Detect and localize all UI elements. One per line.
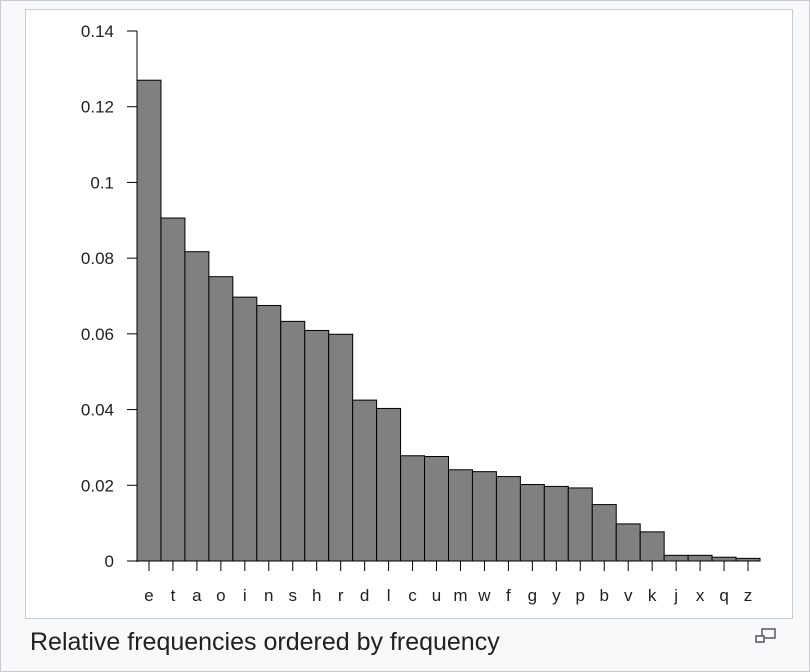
bar-i (232, 296, 258, 562)
x-tick-label-h: h (312, 586, 321, 605)
y-tick-label: 0.08 (81, 249, 114, 268)
bar-y (543, 485, 569, 562)
x-tick-label-b: b (600, 586, 609, 605)
x-tick-label-r: r (338, 586, 344, 605)
x-tick-label-p: p (576, 586, 585, 605)
bar-x (687, 554, 713, 562)
x-tick-label-z: z (744, 586, 753, 605)
bar-s (280, 320, 306, 562)
x-tick-label-y: y (552, 586, 561, 605)
x-tick-label-j: j (673, 586, 678, 605)
y-tick-label: 0.12 (81, 98, 114, 117)
bar-a (184, 251, 210, 562)
bar-k (639, 531, 665, 562)
x-tick-label-m: m (453, 586, 467, 605)
bar-v (615, 523, 641, 562)
y-tick-label: 0.02 (81, 476, 114, 495)
bar-e (136, 79, 162, 562)
bar-l (376, 407, 402, 562)
bar-u (424, 456, 449, 562)
bar-m (448, 469, 473, 562)
x-tick-label-l: l (387, 586, 391, 605)
y-tick-label: 0.14 (81, 22, 114, 41)
y-tick-label: 0.04 (81, 401, 114, 420)
x-tick-label-g: g (528, 586, 537, 605)
bar-t (160, 217, 186, 562)
x-tick-label-i: i (243, 586, 247, 605)
bar-o (208, 276, 234, 562)
bar-q (711, 556, 737, 562)
figure-caption: Relative frequencies ordered by frequenc… (30, 628, 500, 656)
bar-r (328, 333, 354, 562)
x-tick-label-t: t (171, 586, 176, 605)
x-tick-label-w: w (477, 586, 491, 605)
bar-p (567, 487, 593, 562)
x-tick-label-e: e (144, 586, 153, 605)
y-tick-label: 0.06 (81, 325, 114, 344)
bar-g (519, 484, 545, 562)
bar-h (304, 329, 330, 562)
bar-f (495, 476, 521, 562)
x-tick-label-f: f (506, 586, 511, 605)
bar-d (352, 399, 378, 562)
y-tick-label: 0.1 (90, 173, 114, 192)
y-tick-label: 0 (105, 552, 114, 571)
x-tick-label-a: a (192, 586, 202, 605)
magnify-clip-icon[interactable] (755, 628, 777, 644)
bar-chart: 0 0.02 0.04 0.06 0.08 0.1 0.12 0.14 e t a o i n s h r d l c… (81, 22, 761, 605)
x-tick-label-v: v (624, 586, 633, 605)
x-tick-label-q: q (719, 586, 728, 605)
bar-j (663, 554, 689, 562)
x-tick-label-n: n (264, 586, 273, 605)
bar-b (591, 504, 617, 562)
x-tick-label-s: s (289, 586, 298, 605)
x-tick-label-d: d (360, 586, 369, 605)
bar-n (256, 304, 282, 562)
x-tick-label-u: u (432, 586, 441, 605)
bar-w (471, 471, 497, 562)
x-tick-label-k: k (648, 586, 657, 605)
x-tick-label-x: x (696, 586, 705, 605)
x-tick-label-c: c (408, 586, 417, 605)
bar-c (400, 455, 426, 562)
x-tick-label-o: o (216, 586, 225, 605)
